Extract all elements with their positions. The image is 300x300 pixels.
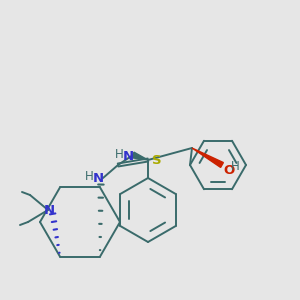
Text: H: H (85, 170, 93, 184)
Text: N: N (122, 149, 134, 163)
Polygon shape (192, 148, 224, 167)
Polygon shape (132, 152, 148, 160)
Text: N: N (44, 203, 55, 217)
Text: N: N (92, 172, 104, 185)
Text: H: H (231, 160, 240, 173)
Text: H: H (115, 148, 123, 160)
Text: S: S (152, 154, 162, 167)
Text: O: O (223, 164, 234, 177)
